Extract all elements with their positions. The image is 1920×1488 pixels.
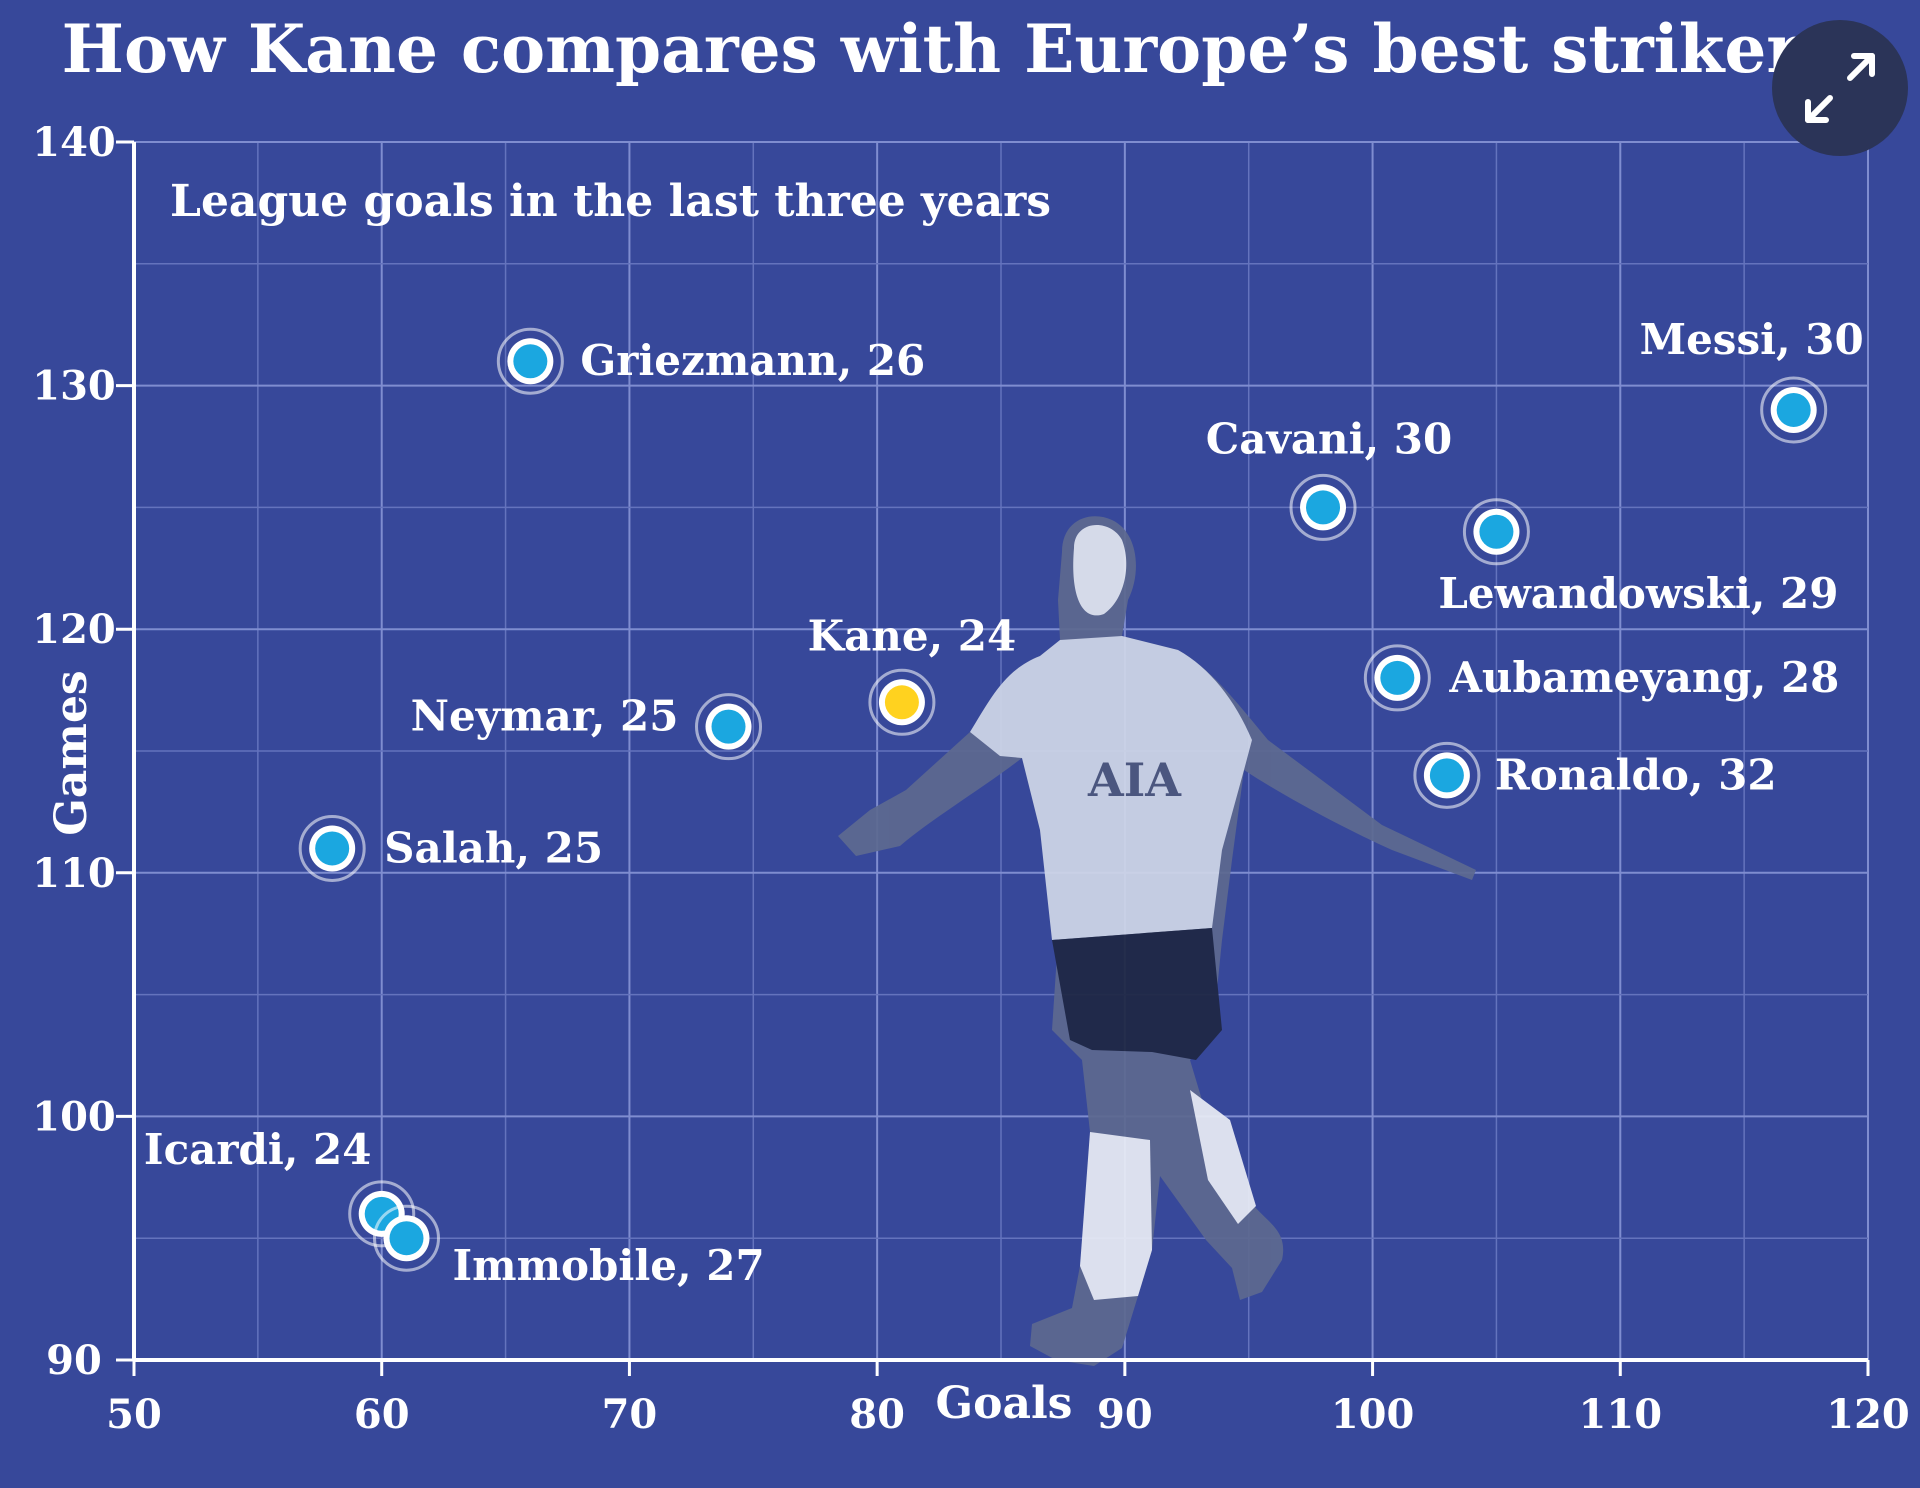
data-point-label: Kane, 24	[808, 611, 1017, 660]
y-tick-label: 90	[46, 1337, 102, 1384]
y-tick-label: 120	[32, 606, 116, 653]
data-point	[1380, 660, 1415, 695]
data-point-label: Salah, 25	[384, 823, 603, 872]
x-tick-label: 60	[354, 1391, 410, 1438]
data-point	[1306, 490, 1341, 525]
x-tick-label: 100	[1331, 1391, 1415, 1438]
player-photo: AIA	[838, 516, 1476, 1366]
y-axis-label: Games	[46, 670, 97, 835]
x-tick-label: 90	[1097, 1391, 1153, 1438]
data-point-halo	[1289, 473, 1357, 541]
data-point-halo	[1363, 644, 1431, 712]
data-point	[711, 709, 746, 744]
data-point-halo	[1462, 498, 1530, 566]
data-point	[1429, 758, 1464, 793]
x-axis-label: Goals	[936, 1378, 1073, 1429]
expand-icon	[1805, 53, 1875, 123]
data-point	[513, 344, 548, 379]
data-point-halo	[1760, 376, 1828, 444]
data-point-halo	[1413, 741, 1481, 809]
data-point-halo	[298, 814, 366, 882]
data-point-label: Messi, 30	[1640, 315, 1864, 364]
data-point	[315, 831, 350, 866]
data-points: Griezmann, 26 Messi, 30 Cavani, 30 Lewandow…	[144, 315, 1864, 1290]
data-point	[389, 1221, 424, 1256]
x-tick-label: 70	[602, 1391, 658, 1438]
data-point-label: Icardi, 24	[144, 1125, 372, 1174]
axes: 50 60 70 80 90 100 110 120 90 100 110 120 130 140	[32, 119, 1910, 1438]
data-point-label: Griezmann, 26	[580, 336, 925, 385]
x-tick-label: 80	[849, 1391, 905, 1438]
data-point-label: Immobile, 27	[452, 1241, 764, 1290]
x-tick-label: 110	[1579, 1391, 1663, 1438]
y-tick-label: 130	[32, 363, 116, 410]
data-point	[1776, 392, 1811, 427]
data-point-label: Ronaldo, 32	[1495, 750, 1777, 799]
data-point-label: Cavani, 30	[1206, 414, 1452, 463]
data-point-label: Neymar, 25	[411, 692, 679, 741]
chart-title: How Kane compares with Europe’s best str…	[62, 10, 1839, 88]
grid	[134, 141, 1869, 1360]
data-point-label: Lewandowski, 29	[1438, 569, 1838, 618]
x-tick-label: 50	[106, 1391, 162, 1438]
data-point-halo	[496, 327, 564, 395]
data-point-halo	[348, 1180, 416, 1248]
expand-button[interactable]	[1772, 20, 1908, 156]
data-point-halo	[372, 1204, 440, 1272]
x-tick-label: 120	[1826, 1391, 1910, 1438]
data-point	[1479, 514, 1514, 549]
chart-subtitle: League goals in the last three years	[170, 176, 1051, 227]
y-tick-label: 110	[32, 850, 116, 897]
data-point-halo	[868, 668, 936, 736]
data-point	[884, 685, 919, 720]
data-point-halo	[695, 693, 763, 761]
y-tick-label: 140	[32, 119, 116, 166]
y-tick-label: 100	[32, 1093, 116, 1140]
data-point-label: Aubameyang, 28	[1448, 653, 1839, 702]
svg-text:AIA: AIA	[1087, 753, 1182, 807]
